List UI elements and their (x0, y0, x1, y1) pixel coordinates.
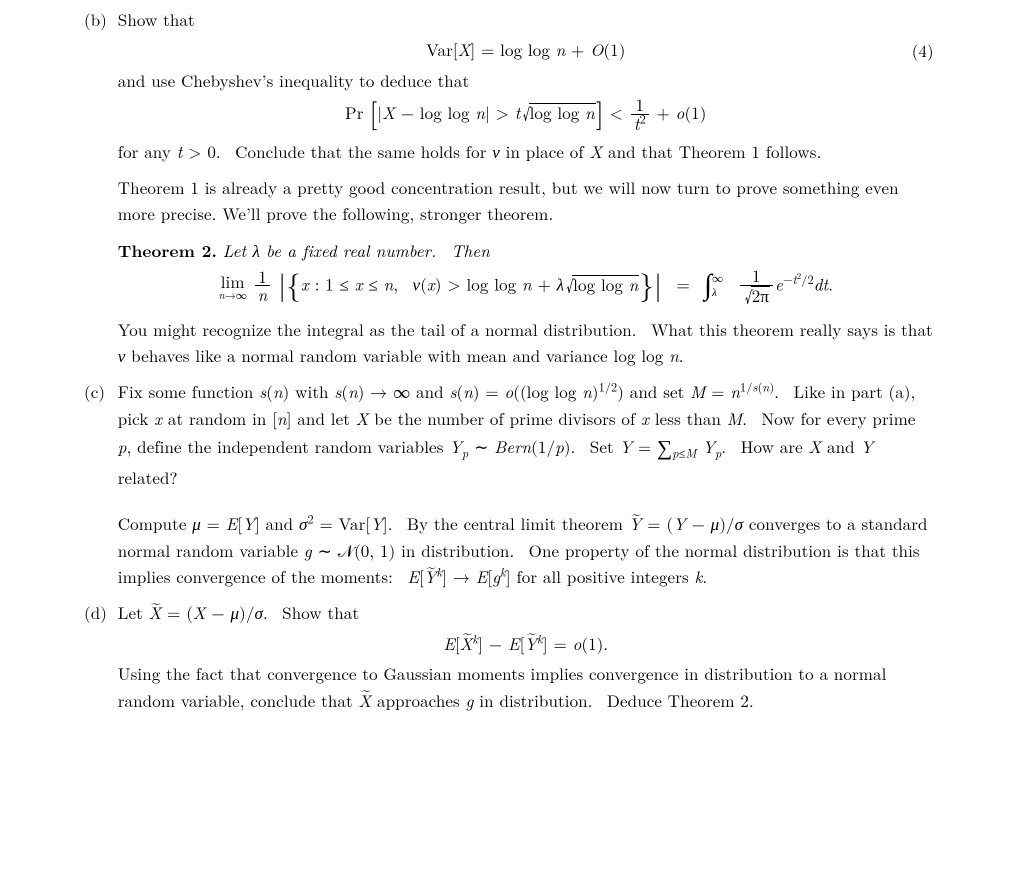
theorem-2-equation: limn→∞ 1n |{x : 1 ≤ x ≤ n, ν(x) > log lo… (118, 268, 934, 306)
part-b: (b) Show that Var[X] = log log n + O(1) … (84, 6, 934, 368)
integral-sign: ∫ (704, 271, 712, 294)
part-c: (c) Fix some function s(n) with s(n) → ∞… (84, 378, 934, 589)
eq-cheby-abs: |X − log log n| > tlog log n (377, 100, 595, 124)
page: (b) Show that Var[X] = log log n + O(1) … (0, 0, 1018, 894)
part-b-bridge: Theorem 1 is already a pretty good conce… (118, 174, 934, 227)
part-c-para2: Compute μ = E[Y] and σ2 = Var[Y]. By the… (118, 510, 934, 589)
part-b-label: (b) (84, 6, 112, 32)
part-d-lead: Let X = (X − μ)/σ. Show that (118, 600, 359, 624)
lim-symbol: limn→∞ (218, 273, 247, 301)
eq-chebyshev: Pr [|X − log log n| > tlog log n] < 1t2 … (118, 97, 934, 134)
eq-4-lhs: Var[X] (426, 37, 475, 61)
eq-part-d: E[Xk] − E[Yk] = o(1). (118, 630, 934, 656)
after-theorem-2: You might recognize the integral as the … (118, 316, 934, 369)
part-b-body: Show that Var[X] = log log n + O(1) (4) … (118, 6, 934, 368)
eq-cheby-rhs: < 1t2 + o(1) (610, 100, 707, 124)
part-d-close: Using the fact that convergence to Gauss… (118, 660, 934, 713)
theorem-2: Theorem 2. Let λ be a fixed real number.… (118, 237, 934, 264)
theorem-2-label: Theorem 2. (118, 239, 217, 263)
theorem-2-statement: Let λ be a fixed real number. Then (223, 238, 490, 262)
chebyshev-close: for any t > 0. Conclude that the same ho… (118, 138, 934, 164)
part-d-body: Let X = (X − μ)/σ. Show that E[Xk] − E[Y… (118, 599, 934, 712)
eq-4-rhs: = log log n + O(1) (481, 37, 625, 61)
eq-4-number: (4) (912, 36, 934, 62)
part-c-label: (c) (84, 378, 112, 404)
part-c-para1: Fix some function s(n) with s(n) → ∞ and… (118, 378, 934, 490)
eq-4: Var[X] = log log n + O(1) (4) (118, 36, 934, 62)
part-d-label: (d) (84, 599, 112, 625)
chebyshev-lead: and use Chebyshev’s inequality to deduce… (118, 67, 934, 93)
eq-cheby-pr: Pr (345, 100, 369, 124)
part-b-intro: Show that (118, 7, 195, 31)
part-d: (d) Let X = (X − μ)/σ. Show that E[Xk] −… (84, 599, 934, 712)
part-c-body: Fix some function s(n) with s(n) → ∞ and… (118, 378, 934, 589)
